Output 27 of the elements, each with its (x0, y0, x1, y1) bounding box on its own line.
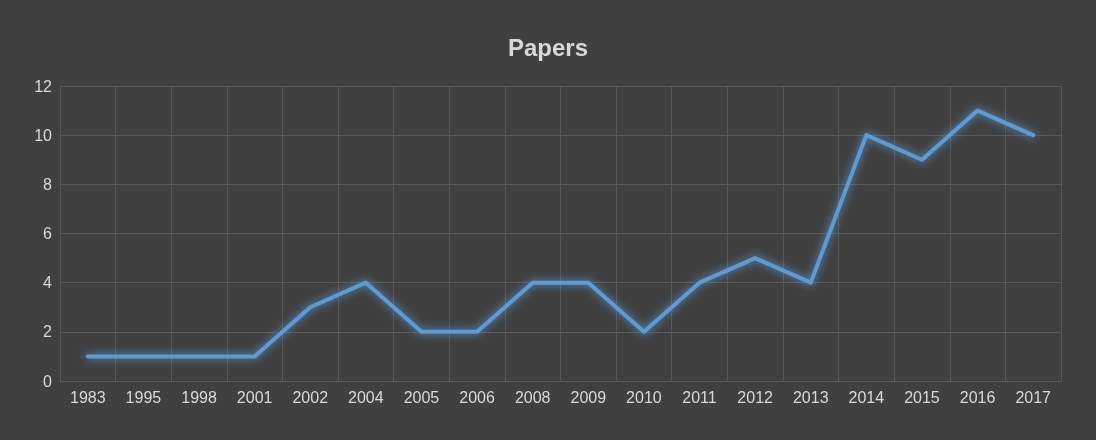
line-series (85, 108, 1036, 359)
y-tick-label: 6 (43, 225, 53, 242)
y-tick-label: 2 (43, 323, 53, 341)
y-tick-label: 8 (43, 175, 53, 193)
x-tick-label: 2014 (848, 388, 885, 406)
x-tick-label: 2004 (348, 388, 384, 406)
x-tick-label: 2017 (1015, 388, 1052, 406)
x-tick-label: 2009 (570, 388, 607, 406)
x-tick-label: 1995 (125, 388, 162, 406)
x-tick-label: 2010 (626, 388, 662, 406)
x-tick-label: 2015 (904, 388, 940, 406)
x-tick-label: 2001 (236, 388, 273, 406)
y-tick-label: 10 (34, 126, 53, 144)
x-tick-label: 2006 (459, 388, 495, 406)
chart-title: Papers (507, 33, 589, 61)
x-tick-label: 1983 (70, 388, 106, 406)
x-tick-label: 1998 (181, 388, 217, 406)
y-tick-label: 0 (43, 372, 53, 390)
x-tick-label: 2005 (403, 388, 440, 406)
x-tick-label: 2012 (737, 388, 774, 406)
y-tick-label: 12 (34, 77, 53, 95)
y-tick-label: 4 (43, 274, 53, 292)
x-tick-label: 2013 (792, 388, 829, 406)
x-tick-label: 2002 (292, 388, 329, 406)
x-tick-label: 2008 (514, 388, 551, 406)
x-tick-label: 2011 (682, 388, 717, 406)
x-tick-label: 2016 (959, 388, 996, 406)
